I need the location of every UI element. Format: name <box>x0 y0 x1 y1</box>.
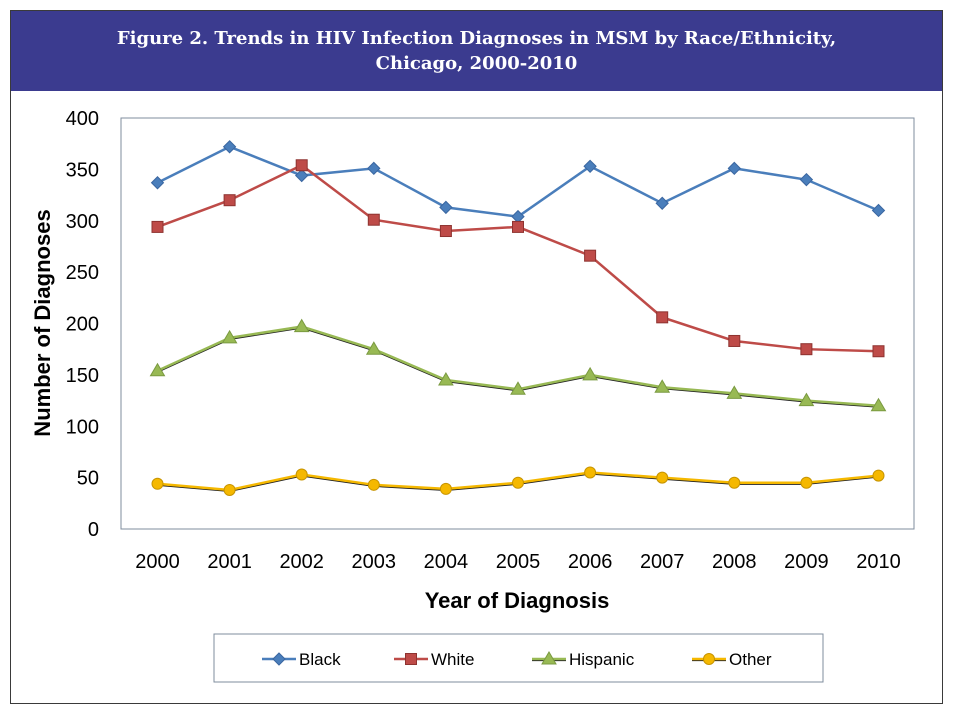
data-point-hispanic <box>293 318 310 333</box>
x-tick-label: 2006 <box>568 551 613 573</box>
series-black <box>150 140 886 224</box>
legend-item-black: Black <box>262 650 341 669</box>
data-point-other <box>872 469 885 482</box>
data-point-other <box>656 471 669 484</box>
data-point-other <box>439 482 452 495</box>
y-tick-label: 350 <box>66 159 99 181</box>
data-point-hispanic <box>221 329 238 344</box>
y-tick-label: 300 <box>66 211 99 233</box>
series-other <box>151 466 885 496</box>
data-point-black <box>871 203 886 218</box>
data-point-white <box>295 159 308 172</box>
legend-item-white: White <box>394 650 474 669</box>
legend-label: White <box>431 650 474 669</box>
data-point-black <box>799 172 814 187</box>
data-point-black <box>150 176 165 190</box>
x-tick-label: 2002 <box>279 551 324 573</box>
x-tick-label: 2001 <box>207 551 252 573</box>
legend-marker <box>405 653 417 665</box>
x-tick-label: 2005 <box>496 551 541 573</box>
data-point-black <box>367 161 381 176</box>
legend: Black White Hispanic Other <box>213 633 824 683</box>
data-point-black <box>439 200 453 215</box>
data-point-black <box>655 196 669 210</box>
x-tick-label: 2003 <box>352 551 397 573</box>
data-point-hispanic <box>438 372 454 386</box>
y-tick-label: 400 <box>66 108 99 130</box>
series-hispanic <box>149 318 887 412</box>
legend-item-other: Other <box>692 650 772 669</box>
x-tick-label: 2010 <box>856 551 901 573</box>
data-point-hispanic <box>365 341 382 355</box>
data-point-black <box>583 159 597 173</box>
x-tick-label: 2007 <box>640 551 685 573</box>
x-tick-label: 2008 <box>712 551 757 573</box>
data-point-other <box>295 468 308 481</box>
y-tick-label: 200 <box>66 314 99 336</box>
axes-group: 0 50 100 150 200 250 300 350 400 2000 2001 2002 2003… <box>30 108 901 613</box>
data-point-black <box>727 161 742 176</box>
data-point-other <box>223 483 236 496</box>
plot-area-group <box>120 117 915 530</box>
data-point-black <box>294 168 309 183</box>
data-point-hispanic <box>870 397 887 412</box>
data-point-white <box>151 220 164 233</box>
data-point-hispanic <box>726 385 743 399</box>
legend-marker <box>541 651 557 665</box>
x-axis-title: Year of Diagnosis <box>425 588 610 613</box>
data-point-black <box>222 140 237 154</box>
series-group <box>149 140 887 496</box>
data-point-white <box>800 343 813 356</box>
plot-area <box>120 117 915 530</box>
legend-label: Other <box>729 650 772 669</box>
legend-item-hispanic: Hispanic <box>532 650 635 669</box>
x-tick-label: 2004 <box>424 551 469 573</box>
data-point-other <box>800 476 813 489</box>
x-tick-label: 2000 <box>135 551 180 573</box>
data-point-white <box>728 334 741 347</box>
data-point-other <box>728 476 741 489</box>
chart-title-line-2: Chicago, 2000-2010 <box>375 53 578 74</box>
y-tick-label: 100 <box>66 416 99 438</box>
data-point-hispanic <box>654 379 671 393</box>
data-point-hispanic <box>149 362 166 377</box>
title-bar: Figure 2. Trends in HIV Infection Diagno… <box>11 11 942 91</box>
y-tick-label: 250 <box>66 262 99 284</box>
y-tick-label: 150 <box>66 365 99 387</box>
y-axis-title: Number of Diagnoses <box>30 209 55 436</box>
legend-marker <box>272 652 286 666</box>
data-point-hispanic <box>798 392 815 407</box>
data-point-white <box>656 311 669 324</box>
data-point-white <box>223 194 236 207</box>
x-tick-label: 2009 <box>784 551 829 573</box>
data-point-other <box>367 478 380 491</box>
data-point-white <box>439 225 452 238</box>
data-point-hispanic <box>582 366 598 381</box>
data-point-other <box>584 466 597 479</box>
legend-label: Black <box>299 650 341 669</box>
data-point-other <box>151 477 164 490</box>
series-white <box>151 159 885 358</box>
legend-marker <box>703 653 715 665</box>
data-point-other <box>512 476 524 489</box>
data-point-white <box>584 249 597 262</box>
legend-label: Hispanic <box>569 650 635 669</box>
data-point-hispanic <box>510 381 526 395</box>
y-tick-label: 50 <box>77 468 99 490</box>
data-point-white <box>367 213 380 226</box>
data-point-white <box>872 345 885 358</box>
data-point-white <box>512 220 524 233</box>
y-tick-label: 0 <box>88 519 99 541</box>
chart-title-line-1: Figure 2. Trends in HIV Infection Diagno… <box>116 28 837 49</box>
